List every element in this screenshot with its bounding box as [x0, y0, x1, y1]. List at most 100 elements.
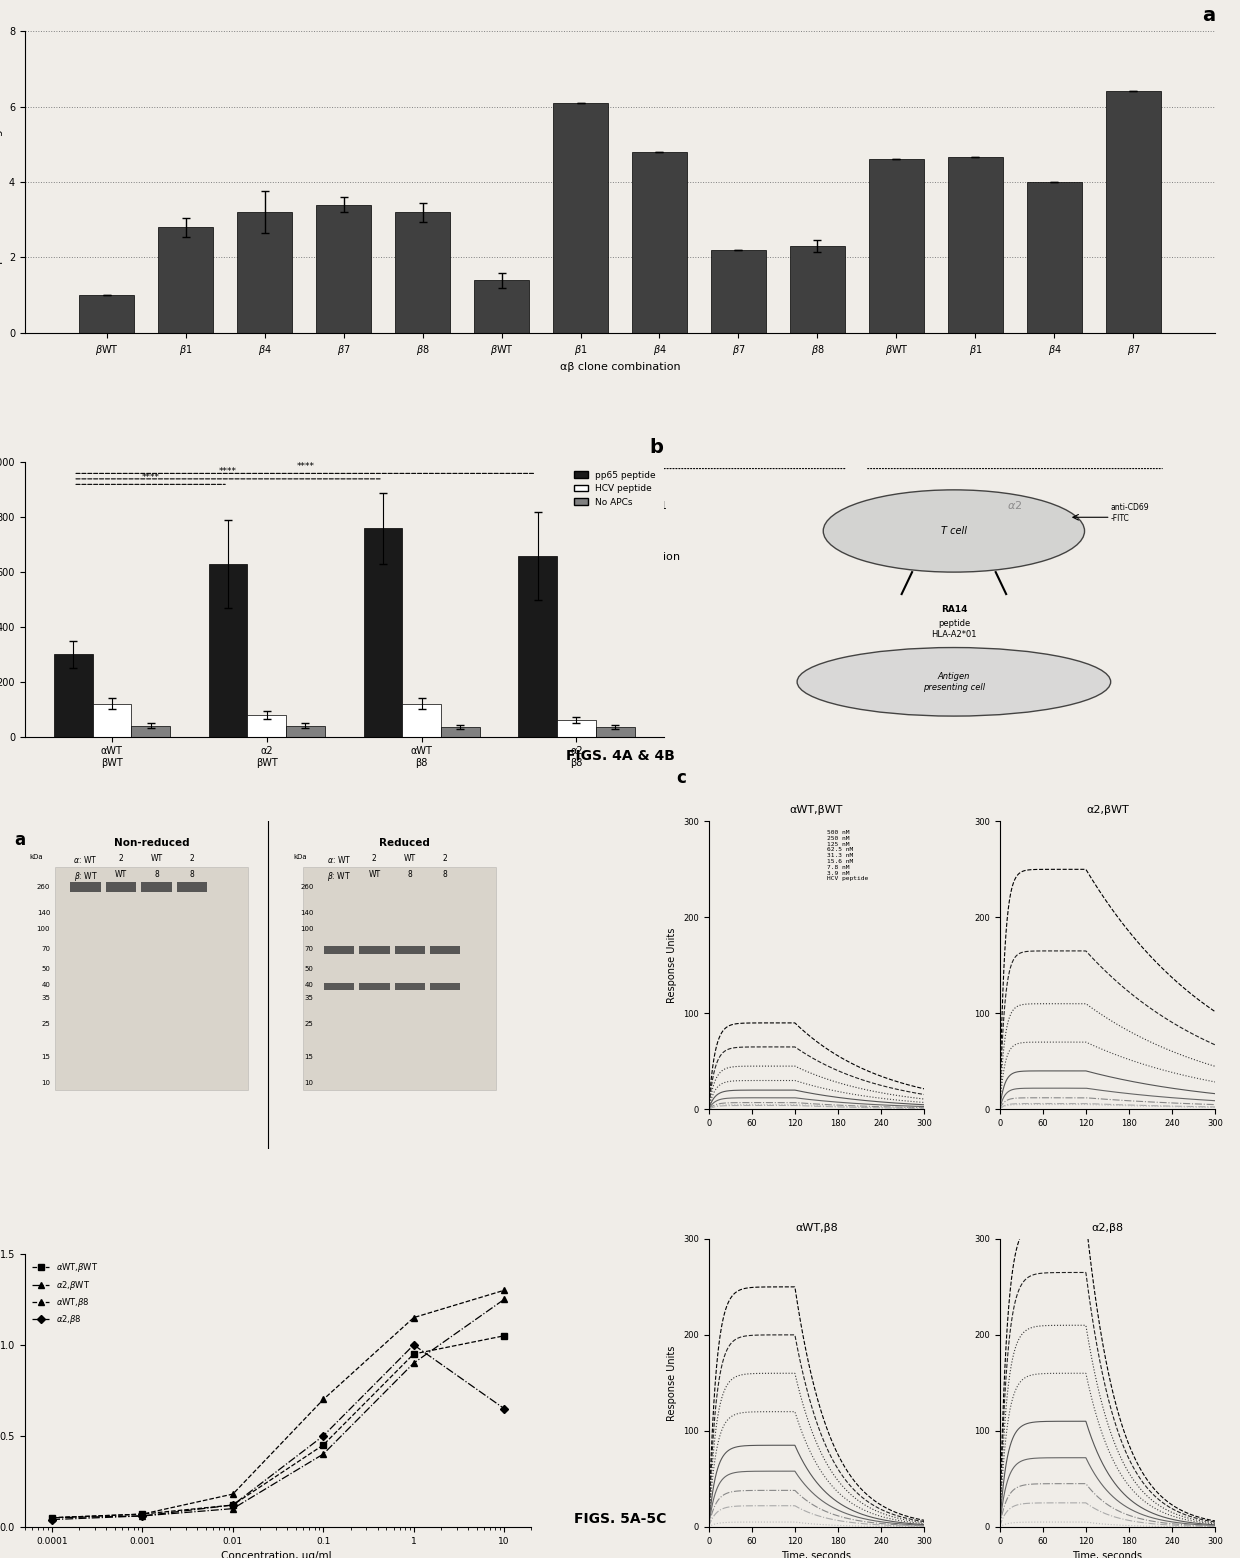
Text: ****: **** — [219, 467, 237, 477]
Bar — [1027, 182, 1083, 333]
Text: $\alpha\beta$ clone combination: $\alpha\beta$ clone combination — [559, 550, 681, 564]
Text: 260: 260 — [37, 883, 50, 890]
Bar — [131, 726, 170, 737]
Text: HLA-A2*01: HLA-A2*01 — [931, 629, 977, 639]
$\alpha$WT,$\beta$WT — [226, 1496, 241, 1514]
Bar — [286, 726, 325, 737]
Line: $\alpha$2,$\beta$8: $\alpha$2,$\beta$8 — [50, 1341, 507, 1522]
Bar — [869, 159, 924, 333]
Title: α2,βWT: α2,βWT — [1086, 805, 1128, 815]
Bar — [394, 946, 425, 953]
Bar — [557, 720, 595, 737]
Text: 140: 140 — [37, 910, 50, 916]
Text: WT: WT — [404, 854, 415, 863]
Text: kDa: kDa — [30, 854, 43, 860]
Legend: pp65 peptide, HCV peptide, No APCs: pp65 peptide, HCV peptide, No APCs — [570, 467, 658, 509]
$\alpha$WT,$\beta$8 — [135, 1505, 150, 1524]
Text: -FITC: -FITC — [1111, 514, 1130, 523]
Line: $\alpha$WT,$\beta$8: $\alpha$WT,$\beta$8 — [50, 1287, 507, 1521]
Legend: $\alpha$WT,$\beta$WT, $\alpha$2,$\beta$WT, $\alpha$WT,$\beta$8, $\alpha$2,$\beta: $\alpha$WT,$\beta$WT, $\alpha$2,$\beta$W… — [29, 1257, 102, 1329]
$\alpha$2,$\beta$8 — [497, 1399, 512, 1418]
Text: 25: 25 — [305, 1022, 314, 1027]
Text: 8: 8 — [190, 871, 195, 879]
Y-axis label: Response Units: Response Units — [667, 1345, 677, 1421]
Text: b: b — [650, 438, 663, 456]
Bar — [430, 983, 460, 989]
Text: 50: 50 — [41, 966, 50, 972]
Bar — [711, 249, 766, 333]
Text: $\alpha$: WT: $\alpha$: WT — [326, 854, 351, 865]
Text: 25: 25 — [41, 1022, 50, 1027]
Text: 35: 35 — [41, 996, 50, 1002]
X-axis label: Time, seconds: Time, seconds — [1073, 1552, 1142, 1558]
Bar — [402, 704, 441, 737]
Text: a: a — [1202, 6, 1215, 25]
Text: ****: **** — [141, 472, 160, 481]
Ellipse shape — [823, 489, 1085, 572]
X-axis label: αβ clone combination: αβ clone combination — [559, 361, 681, 372]
Bar — [360, 983, 389, 989]
Text: c: c — [676, 768, 686, 787]
Text: 40: 40 — [41, 982, 50, 988]
Bar — [141, 882, 171, 891]
Text: 8: 8 — [154, 871, 159, 879]
Text: FIGS. 4A & 4B: FIGS. 4A & 4B — [565, 749, 675, 762]
Text: 70: 70 — [41, 946, 50, 952]
Bar — [316, 204, 371, 333]
X-axis label: Concentration, μg/mL: Concentration, μg/mL — [222, 1552, 335, 1558]
Text: 8: 8 — [443, 871, 448, 879]
Bar — [304, 868, 496, 1091]
Bar — [177, 882, 207, 891]
Bar — [208, 564, 248, 737]
Bar — [518, 556, 557, 737]
$\alpha$WT,$\beta$8 — [497, 1281, 512, 1299]
Text: Antigen
presenting cell: Antigen presenting cell — [923, 671, 985, 692]
Text: peptide: peptide — [937, 619, 970, 628]
Ellipse shape — [797, 648, 1111, 717]
Text: WT: WT — [368, 871, 381, 879]
$\alpha$2,$\beta$8 — [135, 1507, 150, 1525]
Text: 8: 8 — [408, 871, 412, 879]
Text: WT: WT — [150, 854, 162, 863]
Text: 2: 2 — [372, 854, 377, 863]
Text: $\alpha$2: $\alpha$2 — [1007, 499, 1023, 511]
$\alpha$WT,$\beta$8 — [226, 1485, 241, 1503]
Bar — [394, 212, 450, 333]
Y-axis label: Specific tetramer binding vs WT: Specific tetramer binding vs WT — [0, 92, 4, 271]
Text: kDa: kDa — [294, 854, 306, 860]
Text: Reduced: Reduced — [379, 838, 430, 848]
Text: ****: **** — [296, 461, 315, 471]
Text: FIGS. 5A-5C: FIGS. 5A-5C — [574, 1513, 666, 1525]
Text: $\alpha$: WT: $\alpha$: WT — [73, 854, 98, 865]
Text: 2: 2 — [443, 854, 448, 863]
Y-axis label: Response Units: Response Units — [667, 927, 677, 1003]
Text: 100: 100 — [37, 927, 50, 932]
X-axis label: Time, seconds: Time, seconds — [781, 1552, 852, 1558]
Title: αWT,βWT: αWT,βWT — [790, 805, 843, 815]
$\alpha$2,$\beta$WT — [407, 1354, 422, 1373]
Bar — [324, 946, 355, 953]
Text: 500 nM
250 nM
125 nM
62.5 nM
31.3 nM
15.6 nM
7.8 nM
3.9 nM
HCV peptide: 500 nM 250 nM 125 nM 62.5 nM 31.3 nM 15.… — [827, 830, 868, 882]
Bar — [1106, 92, 1161, 333]
Text: $\beta$: WT: $\beta$: WT — [327, 871, 351, 883]
Text: $\alpha$1: $\alpha$1 — [652, 499, 667, 511]
$\alpha$WT,$\beta$WT — [45, 1508, 60, 1527]
Bar — [56, 868, 248, 1091]
Bar — [53, 654, 93, 737]
Bar — [79, 294, 134, 333]
Text: anti-CD69: anti-CD69 — [1111, 503, 1149, 511]
$\alpha$2,$\beta$WT — [45, 1508, 60, 1527]
Line: $\alpha$WT,$\beta$WT: $\alpha$WT,$\beta$WT — [50, 1334, 507, 1521]
Text: 70: 70 — [305, 946, 314, 952]
Title: αWT,β8: αWT,β8 — [795, 1223, 838, 1232]
Text: 140: 140 — [300, 910, 314, 916]
Bar — [324, 983, 355, 989]
Text: a: a — [15, 830, 26, 849]
$\alpha$WT,$\beta$8 — [407, 1309, 422, 1327]
$\alpha$WT,$\beta$WT — [407, 1345, 422, 1363]
Bar — [595, 728, 635, 737]
Bar — [237, 212, 293, 333]
$\alpha$2,$\beta$WT — [316, 1444, 331, 1463]
Bar — [474, 280, 529, 333]
Bar — [248, 715, 286, 737]
